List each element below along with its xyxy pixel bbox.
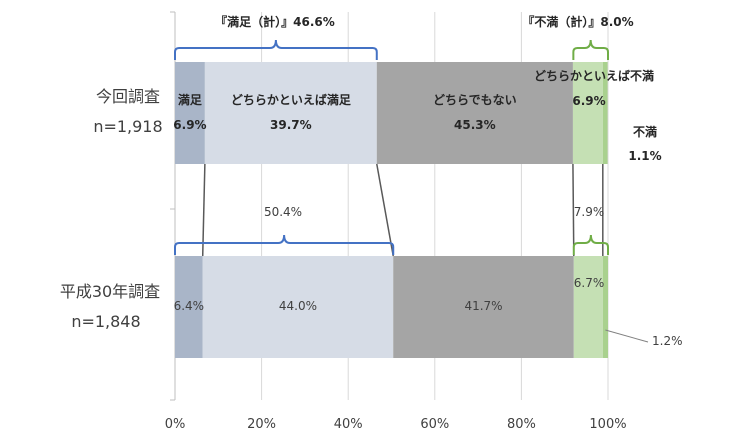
bar-connector-line xyxy=(201,163,206,257)
bar-connector-line xyxy=(572,163,575,257)
x-tick-label: 20% xyxy=(247,417,276,432)
category-label: 今回調査 xyxy=(96,87,160,106)
series-label: どちらかといえば不満 xyxy=(534,68,654,83)
bar-segment-current-4 xyxy=(602,62,608,164)
x-tick-label: 80% xyxy=(507,417,536,432)
category-label: 平成30年調査 xyxy=(60,282,160,301)
value-label: 6.9% xyxy=(173,118,206,132)
x-tick-label: 60% xyxy=(420,417,449,432)
category-sample-size: n=1,848 xyxy=(71,312,140,331)
value-label: 1.1% xyxy=(628,149,661,163)
value-label: 6.7% xyxy=(574,276,605,290)
bar-segment-current-0 xyxy=(175,62,205,164)
value-label: 45.3% xyxy=(454,118,496,132)
value-label: 1.2% xyxy=(652,334,683,348)
bar-segment-current-2 xyxy=(376,62,573,164)
bracket-previous-dissatisfied xyxy=(572,234,609,255)
value-label: 6.9% xyxy=(572,94,605,108)
value-label: 39.7% xyxy=(270,118,312,132)
category-sample-size: n=1,918 xyxy=(93,117,162,136)
bar-segment-previous-1 xyxy=(202,256,394,358)
value-label: 44.0% xyxy=(279,299,317,313)
bracket-current-satisfied xyxy=(174,39,378,60)
value-label: 6.4% xyxy=(174,299,205,313)
series-label: 満足 xyxy=(178,92,202,107)
bracket-previous-satisfied xyxy=(174,234,395,255)
series-label: どちらでもない xyxy=(433,93,517,107)
bar-segment-current-1 xyxy=(204,62,377,164)
bar-connector-line xyxy=(376,163,394,257)
x-tick-label: 40% xyxy=(334,417,363,432)
bracket-current-dissatisfied xyxy=(572,39,609,60)
bar-segment-previous-0 xyxy=(175,256,203,358)
value-label: 41.7% xyxy=(464,299,502,313)
bracket-label-previous-satisfied: 50.4% xyxy=(264,205,302,219)
bar-segment-previous-2 xyxy=(393,256,574,358)
bar-segment-previous-3 xyxy=(573,256,603,358)
bracket-label-previous-dissatisfied: 7.9% xyxy=(574,205,605,219)
x-tick-label: 100% xyxy=(589,417,626,432)
leader-line xyxy=(605,329,649,343)
bracket-label-current-dissatisfied: 『不満（計）』8.0% xyxy=(522,14,633,29)
bar-segment-previous-4 xyxy=(602,256,608,358)
x-tick-label: 0% xyxy=(165,417,186,432)
series-label: どちらかといえば満足 xyxy=(231,92,351,107)
series-label: 不満 xyxy=(633,124,657,139)
bracket-label-current-satisfied: 『満足（計）』46.6% xyxy=(215,14,335,29)
bar-segment-current-3 xyxy=(572,62,603,164)
